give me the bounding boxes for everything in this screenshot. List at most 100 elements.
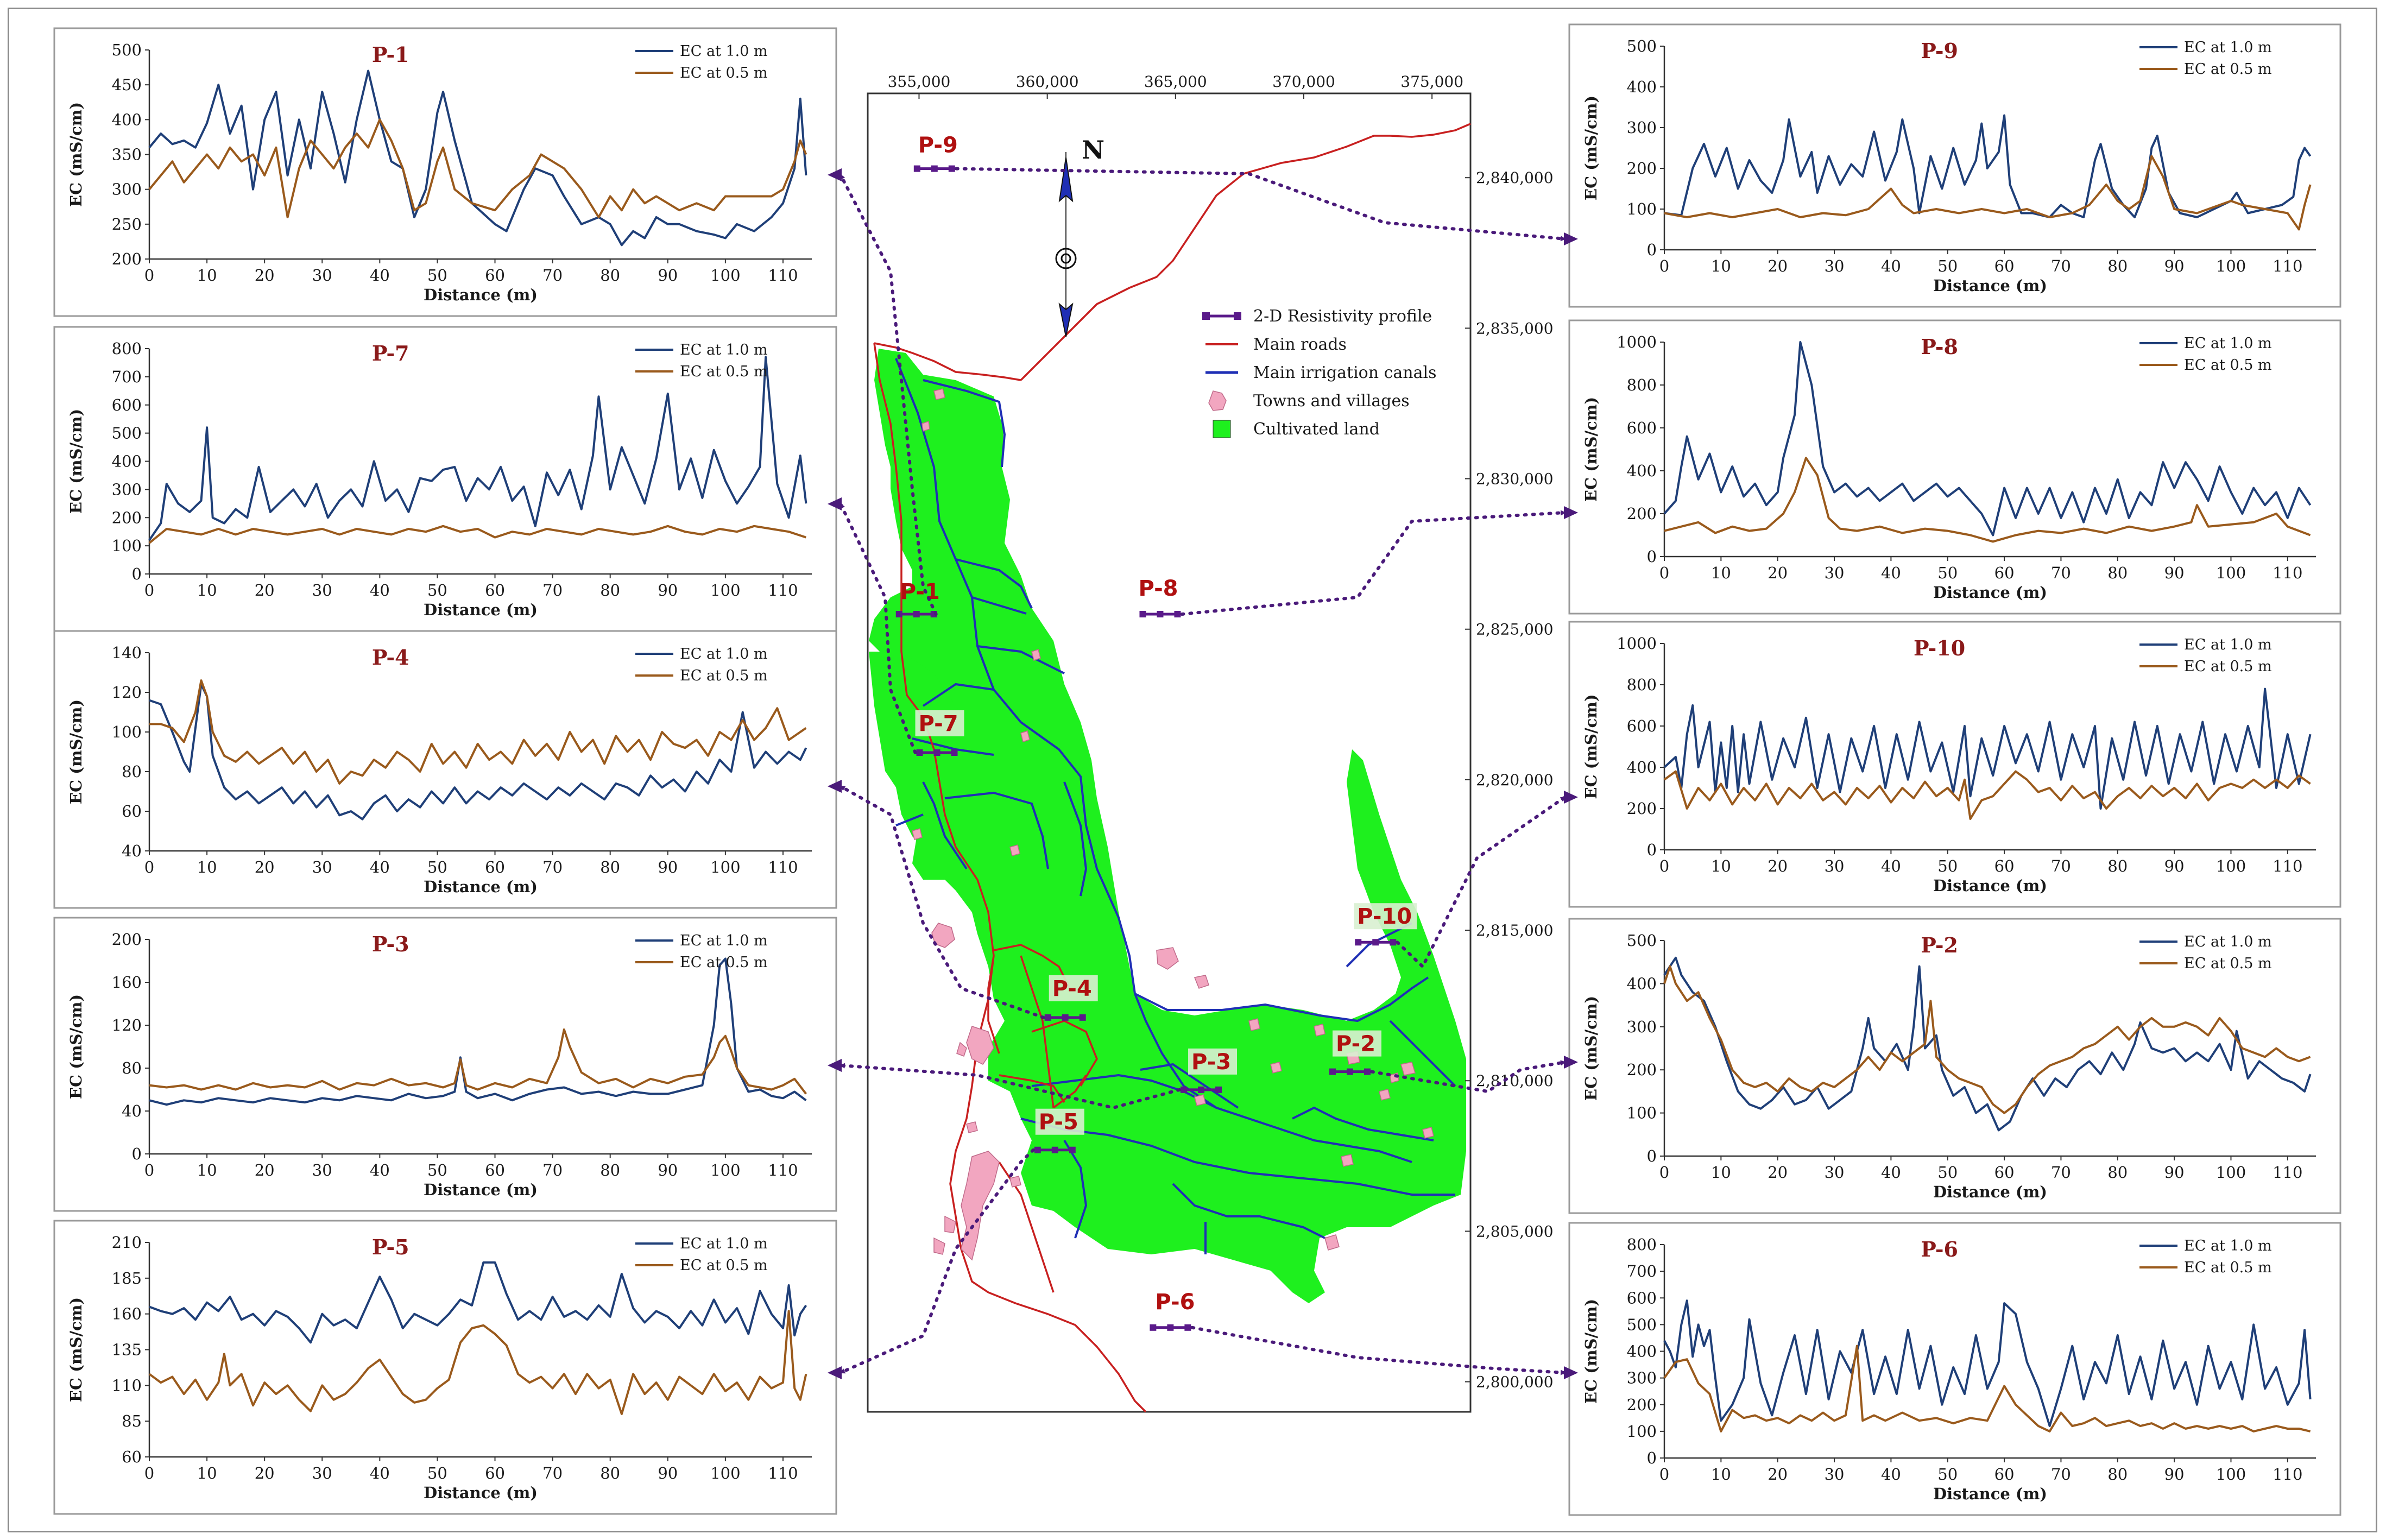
x-tick-label: 0 [144, 581, 154, 599]
profile-marker-p-1[interactable]: P-1 [895, 579, 940, 618]
irrigation-canal-line [955, 558, 1033, 609]
y-tick-label: 500 [112, 424, 142, 443]
y-tick-label: 200 [112, 250, 142, 268]
y-axis-label: EC (mS/cm) [67, 102, 85, 207]
y-tick-label: 700 [112, 368, 142, 386]
chart-title: P-1 [372, 42, 409, 67]
y-tick-label: 700 [1627, 1262, 1657, 1280]
chart-panel-p-6: 0 100 200 300 400 500 600 700 800 0 10 20 30 40 50 60 70… [1568, 1222, 2341, 1516]
x-tick-label: 20 [1768, 564, 1788, 582]
y-tick-label: 0 [1647, 241, 1657, 259]
arrowhead-icon [828, 497, 842, 510]
x-tick-label: 100 [710, 858, 740, 876]
main-road-line [1020, 955, 1055, 1108]
arrowhead-icon [828, 780, 842, 793]
profile-marker-p-4[interactable]: P-4 [1044, 975, 1098, 1021]
x-axis-label: Distance (m) [424, 1181, 538, 1199]
x-tick-label: 20 [1768, 1163, 1788, 1182]
y-tick-label: 80 [122, 1059, 142, 1077]
x-tick-label: 70 [542, 266, 563, 285]
irrigation-canal-line [1134, 976, 1429, 1023]
x-tick-label: 30 [1825, 857, 1845, 875]
x-tick-label: 60 [485, 266, 505, 285]
profile-link-arrow-p-9 [954, 167, 1567, 242]
chart-title: P-8 [1921, 334, 1958, 359]
town-shape [1156, 947, 1179, 970]
x-tick-label: 90 [2164, 257, 2185, 275]
town-shape [1248, 1018, 1260, 1031]
profile-marker-p-3[interactable]: P-3 [1181, 1048, 1238, 1093]
town-shape [1009, 844, 1020, 856]
x-tick-label: 40 [1881, 1163, 1901, 1182]
y-axis-label: EC (mS/cm) [67, 409, 85, 514]
profile-arrows [828, 167, 1578, 1379]
chart-title: P-9 [1921, 39, 1958, 63]
town-shape [1270, 1062, 1282, 1074]
y-tick-label: 100 [112, 723, 142, 741]
profile-marker-p-2[interactable]: P-2 [1329, 1030, 1381, 1075]
y-tick-label: 40 [122, 842, 142, 860]
x-tick-label: 0 [1659, 1465, 1669, 1484]
profile-marker-p-10[interactable]: P-10 [1354, 903, 1417, 946]
series-line-ec-0-5m [1663, 1345, 2311, 1432]
profile-marker-p-7[interactable]: P-7 [915, 710, 964, 756]
series-line-ec-1-0m [1664, 114, 2312, 218]
x-tick-label: 30 [1825, 564, 1845, 582]
y-tick-label: 300 [1627, 118, 1657, 137]
legend-label: EC at 1.0 m [680, 43, 768, 60]
town-shape [1314, 1024, 1325, 1037]
legend-label: EC at 1.0 m [2184, 335, 2272, 352]
series-line-ec-0-5m [1664, 155, 2312, 231]
x-tick-label: 80 [2107, 257, 2128, 275]
x-tick-label: 40 [1881, 564, 1901, 582]
profile-marker-p-6[interactable]: P-6 [1150, 1290, 1195, 1331]
y-tick-label: 600 [1627, 1289, 1657, 1307]
legend-label: EC at 1.0 m [680, 646, 768, 662]
y-tick-label: 1000 [1617, 333, 1657, 351]
x-tick-label: 110 [768, 1161, 798, 1179]
y-tick-label: 400 [112, 452, 142, 471]
y-tick-label: 400 [1627, 462, 1657, 480]
x-tick-label: 90 [2164, 857, 2185, 875]
y-tick-label: 1000 [1617, 634, 1657, 653]
chart-title: P-7 [372, 341, 409, 365]
legend-label: EC at 1.0 m [2184, 1238, 2272, 1254]
y-tick-label: 85 [122, 1412, 142, 1430]
map-y-tick-label: 2,840,000 [1476, 169, 1554, 187]
chart-title: P-4 [372, 645, 409, 670]
x-tick-label: 20 [255, 266, 275, 285]
map-y-tick-label: 2,800,000 [1476, 1373, 1554, 1391]
x-tick-label: 70 [542, 858, 563, 876]
x-tick-label: 110 [2273, 857, 2302, 875]
x-tick-label: 50 [427, 858, 447, 876]
profile-link-arrow-p-10 [1396, 796, 1567, 969]
y-tick-label: 40 [122, 1102, 142, 1120]
profile-marker-p-8[interactable]: P-8 [1138, 576, 1181, 618]
legend-label: EC at 0.5 m [2184, 955, 2272, 972]
y-tick-label: 0 [1647, 841, 1657, 859]
x-tick-label: 70 [2051, 1163, 2071, 1182]
arrowhead-icon [828, 1059, 842, 1072]
x-axis-label: Distance (m) [424, 286, 538, 304]
y-tick-label: 500 [112, 41, 142, 59]
legend-label: EC at 0.5 m [2184, 1259, 2272, 1276]
legend-label: EC at 0.5 m [2184, 357, 2272, 374]
x-tick-label: 100 [2216, 257, 2246, 275]
chart-title: P-10 [1914, 636, 1965, 660]
y-tick-label: 100 [1627, 1104, 1657, 1122]
x-tick-label: 80 [2107, 564, 2128, 582]
map-y-tick-label: 2,825,000 [1476, 621, 1554, 639]
profile-label: P-4 [1052, 976, 1092, 1001]
y-axis-label: EC (mS/cm) [67, 994, 85, 1099]
x-tick-label: 70 [542, 1464, 563, 1482]
profile-marker-p-5[interactable]: P-5 [1034, 1108, 1084, 1153]
x-tick-label: 70 [2051, 1465, 2071, 1484]
x-tick-label: 0 [1659, 564, 1669, 582]
x-tick-label: 90 [658, 266, 678, 285]
series-line-ec-1-0m [149, 957, 807, 1106]
profile-marker-p-9[interactable]: P-9 [913, 133, 958, 172]
x-axis-label: Distance (m) [1933, 583, 2047, 602]
arrowhead-icon [1564, 1056, 1578, 1069]
x-tick-label: 50 [1937, 564, 1958, 582]
irrigation-canal-line [977, 645, 1065, 674]
